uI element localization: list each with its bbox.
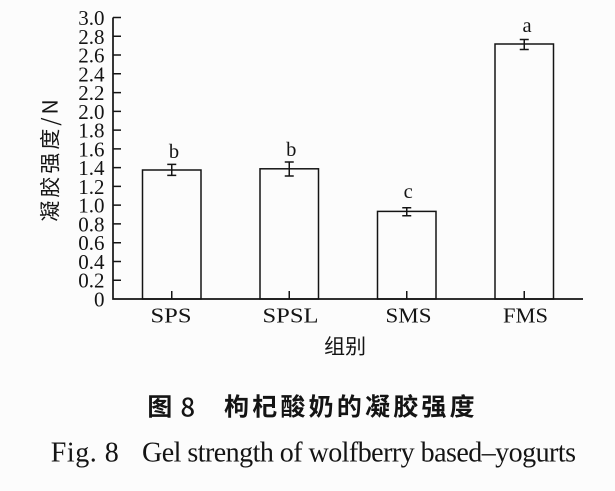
svg-text:1.8: 1.8 <box>78 119 104 143</box>
svg-text:2.2: 2.2 <box>78 81 104 105</box>
svg-text:SPSL: SPSL <box>263 303 319 327</box>
svg-text:b: b <box>286 139 296 161</box>
svg-text:b: b <box>169 141 179 163</box>
svg-text:a: a <box>522 15 531 37</box>
svg-text:0.6: 0.6 <box>78 231 104 255</box>
svg-text:2.4: 2.4 <box>78 62 105 86</box>
svg-text:1.2: 1.2 <box>78 175 104 199</box>
svg-text:3.0: 3.0 <box>78 6 104 30</box>
svg-text:c: c <box>404 181 413 203</box>
svg-text:SMS: SMS <box>386 303 432 327</box>
svg-text:0: 0 <box>94 288 105 312</box>
svg-text:SPS: SPS <box>151 303 192 327</box>
svg-text:2.0: 2.0 <box>78 100 104 124</box>
svg-text:0.4: 0.4 <box>78 250 105 274</box>
svg-text:1.4: 1.4 <box>78 156 105 180</box>
svg-text:FMS: FMS <box>503 303 548 327</box>
svg-text:Gel strength of wolfberry base: Gel strength of wolfberry based–yogurts <box>142 438 576 469</box>
svg-text:2.6: 2.6 <box>78 44 104 68</box>
svg-text:0.2: 0.2 <box>78 269 104 293</box>
svg-text:1.0: 1.0 <box>78 194 104 218</box>
svg-text:Fig. 8: Fig. 8 <box>51 438 119 469</box>
svg-text:1.6: 1.6 <box>78 137 104 161</box>
svg-text:0.8: 0.8 <box>78 212 104 236</box>
svg-text:2.8: 2.8 <box>78 25 104 49</box>
